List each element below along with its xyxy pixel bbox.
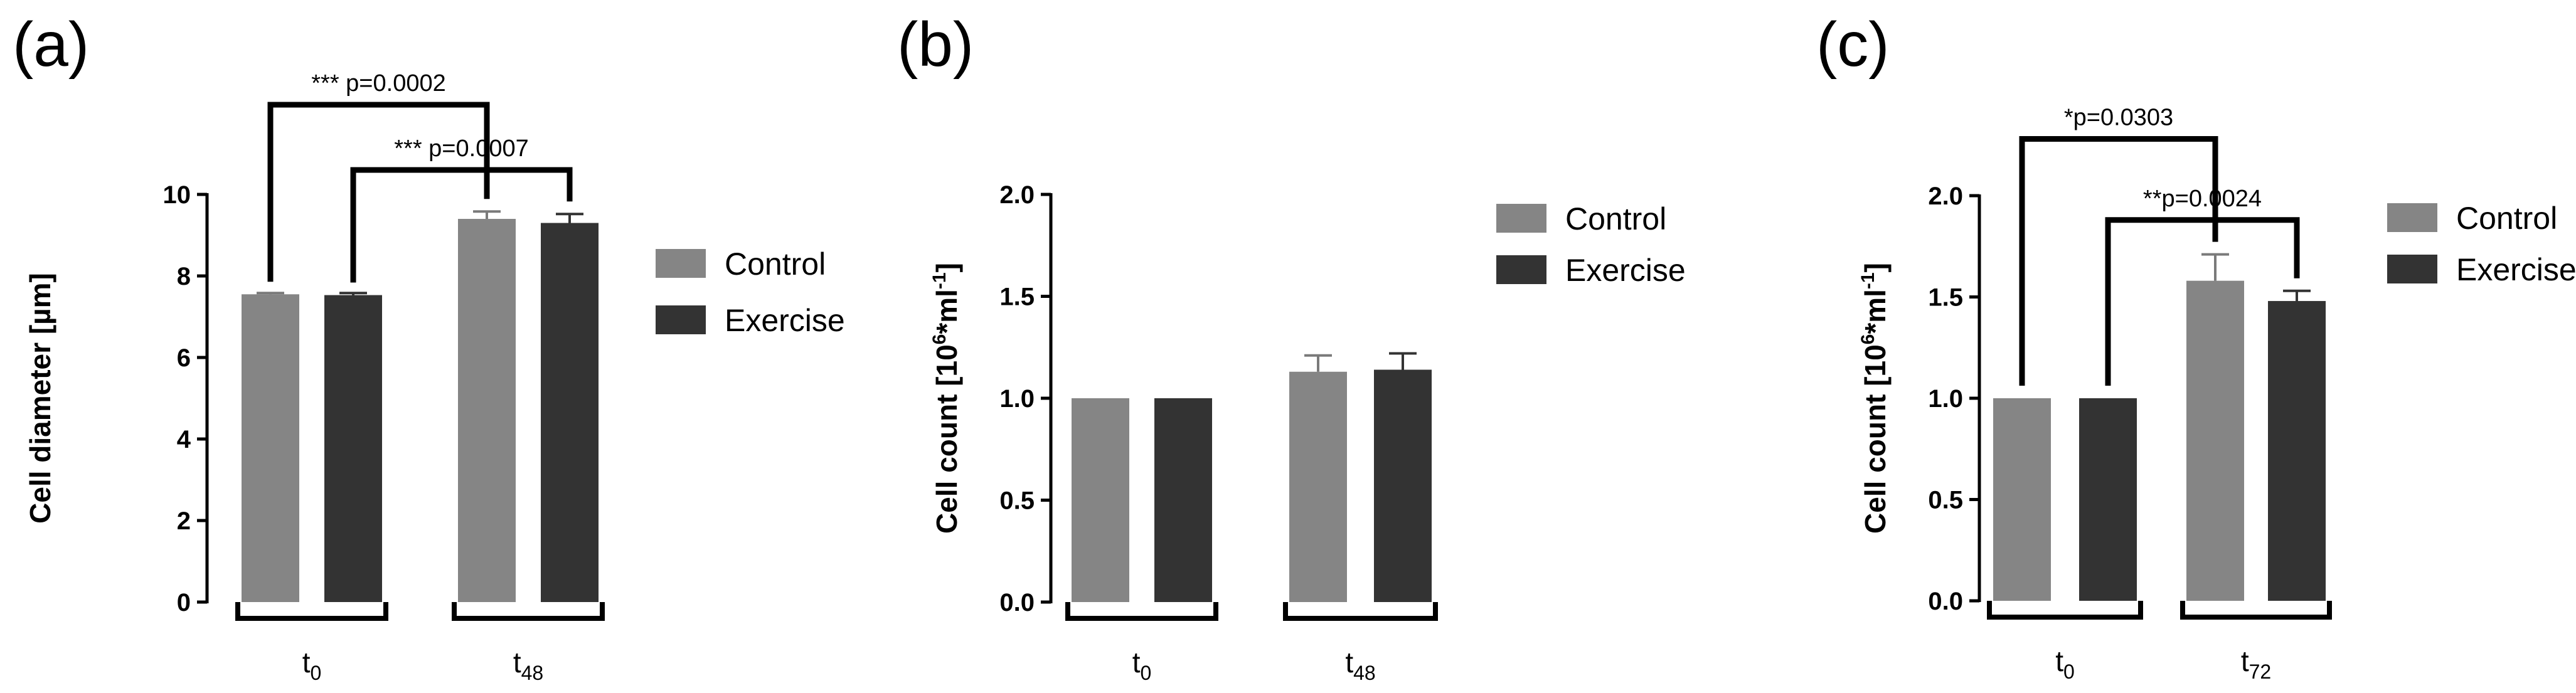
y-axis-label-part: ] (930, 263, 963, 272)
y-tick-label: 1.5 (999, 283, 1035, 311)
x-category-label: t48 (1345, 646, 1375, 684)
legend-label-exercise: Exercise (2456, 252, 2576, 287)
y-tick-label: 1.5 (1928, 284, 1963, 312)
legend-swatch-exercise (1496, 255, 1546, 284)
y-axis-label: Cell count [106*ml-1] (929, 263, 963, 534)
legend-label-control: Control (2456, 201, 2557, 236)
legend-swatch-exercise (656, 305, 706, 334)
x-category-label: t0 (2055, 645, 2075, 683)
y-tick-label: 10 (163, 181, 191, 209)
y-tick-label: 0.0 (1928, 588, 1963, 615)
y-tick-label: 6 (177, 344, 191, 372)
category-bracket (1283, 602, 1438, 621)
legend-label-exercise: Exercise (1565, 253, 1686, 288)
chart-panel-2: (b) 0.0 0.5 1.0 1.5 2.0 Cell count [106*ml-1] t… (897, 9, 1686, 684)
x-category-sub: 0 (2063, 660, 2075, 683)
category-bracket (1065, 602, 1218, 621)
y-axis-label: Cell diameter [µm] (24, 273, 56, 524)
y-axis-label-part: *ml (1859, 289, 1892, 334)
panel-label: (c) (1816, 9, 1890, 80)
bar-control-1 (1289, 371, 1347, 602)
y-axis-label-part: 6 (1858, 334, 1878, 345)
x-category-base: t (1132, 646, 1141, 679)
y-tick-label: 0.5 (1928, 487, 1963, 514)
y-axis-label-part: 6 (929, 334, 950, 345)
y-axis-label-part: -1 (1858, 272, 1878, 289)
legend-swatch-control (2387, 203, 2437, 232)
significance-label: *** p=0.0002 (311, 70, 445, 97)
legend-label-exercise: Exercise (725, 303, 845, 338)
y-axis-label-part: -1 (929, 272, 950, 289)
category-bracket (235, 602, 388, 621)
legend-label-control: Control (725, 246, 826, 282)
y-axis-label-part: Cell count [10 (1859, 344, 1892, 534)
x-category-sub: 72 (2249, 660, 2272, 683)
significance-label: *p=0.0303 (2064, 105, 2173, 131)
category-bracket (1987, 601, 2143, 620)
legend-label-control: Control (1565, 201, 1666, 236)
y-tick-label: 2.0 (1928, 183, 1963, 210)
panel-label: (b) (897, 9, 974, 80)
chart-panel-3: (c) 0.0 0.5 1.0 1.5 2.0 Cell count [106*ml-1] t… (1816, 9, 2576, 683)
legend-swatch-control (656, 249, 706, 278)
legend-swatch-control (1496, 204, 1546, 233)
bar-control-0 (1993, 398, 2051, 601)
x-category-sub: 48 (1353, 662, 1376, 684)
x-category-label: t0 (302, 646, 322, 684)
x-category-base: t (513, 646, 521, 679)
bar-exercise-1 (541, 223, 599, 602)
significance-label: *** p=0.0007 (394, 135, 528, 162)
x-category-sub: 0 (1140, 662, 1151, 684)
significance-bracket (350, 167, 573, 283)
category-bracket (452, 602, 605, 621)
x-category-label: t0 (1132, 646, 1152, 684)
y-axis-label-part: ] (1859, 263, 1892, 272)
y-tick-label: 0 (177, 589, 191, 616)
x-category-sub: 0 (310, 662, 321, 684)
significance-bracket (2105, 217, 2300, 386)
x-category-label: t72 (2241, 645, 2271, 683)
legend-swatch-exercise (2387, 255, 2437, 283)
y-tick-label: 2.0 (999, 181, 1035, 209)
panel-label: (a) (13, 9, 89, 80)
y-tick-label: 8 (177, 263, 191, 290)
y-axis-label-part: *ml (930, 289, 963, 334)
bar-exercise-1 (2268, 300, 2326, 601)
x-category-label: t48 (513, 646, 543, 684)
y-tick-label: 4 (177, 426, 191, 453)
x-category-sub: 48 (521, 662, 544, 684)
x-category-base: t (2241, 645, 2249, 677)
bar-exercise-0 (1154, 398, 1212, 602)
x-category-base: t (1345, 646, 1353, 679)
significance-label: **p=0.0024 (2143, 186, 2262, 212)
bar-exercise-1 (1374, 369, 1432, 602)
bar-control-1 (458, 219, 516, 602)
bar-control-1 (2186, 280, 2244, 601)
significance-bracket (267, 102, 490, 282)
bar-exercise-0 (2079, 398, 2137, 601)
y-axis-label: Cell count [106*ml-1] (1858, 263, 1892, 534)
y-tick-label: 0.5 (999, 487, 1035, 515)
y-tick-label: 0.0 (999, 589, 1035, 616)
bar-control-0 (242, 294, 299, 602)
x-category-base: t (302, 646, 311, 679)
y-tick-label: 1.0 (1928, 385, 1963, 413)
y-axis-label-part: Cell count [10 (930, 344, 963, 534)
bar-control-0 (1072, 398, 1129, 602)
bar-exercise-0 (324, 295, 382, 602)
y-tick-label: 1.0 (999, 385, 1035, 413)
x-category-base: t (2055, 645, 2063, 677)
category-bracket (2180, 601, 2332, 620)
significance-bracket (2019, 136, 2218, 386)
y-tick-label: 2 (177, 507, 191, 535)
